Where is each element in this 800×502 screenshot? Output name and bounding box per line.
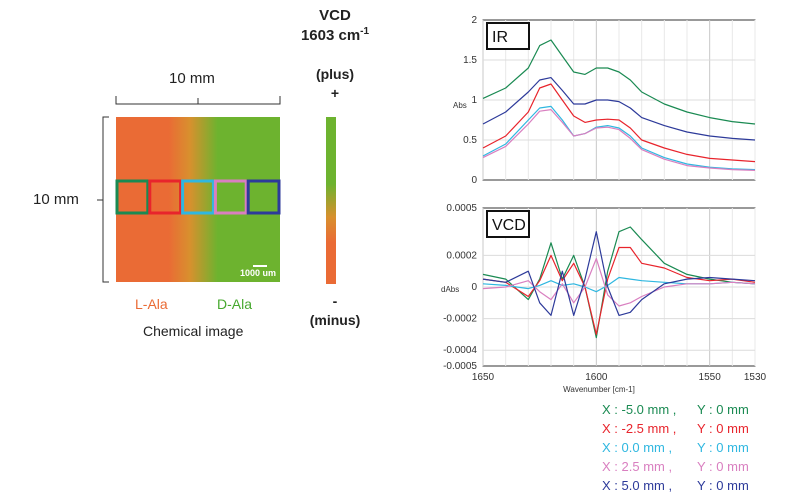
vcd-panel: 0.0005 0.0002 0 -0.0002 -0.0004 -0.0005 dAbs VC… bbox=[441, 203, 756, 372]
x-tick-label: 1550 bbox=[699, 372, 722, 383]
series-line bbox=[482, 258, 756, 307]
series-line bbox=[482, 231, 756, 316]
colorbar-plus-sign: + bbox=[330, 85, 340, 101]
y-tick-label: -0.0002 bbox=[443, 314, 477, 325]
height-bracket bbox=[97, 116, 109, 283]
legend-x: X : 2.5 mm , bbox=[602, 459, 673, 474]
width-bracket bbox=[115, 96, 281, 105]
panel-title-box bbox=[486, 210, 530, 238]
series-line bbox=[482, 77, 756, 141]
x-tick-label: 1650 bbox=[472, 372, 495, 383]
x-axis: 1650 1600 1550 1530 Wavenumber [cm-1] bbox=[472, 372, 767, 394]
roi-box bbox=[246, 179, 281, 215]
vcd-wavenumber-value: 1603 cm bbox=[300, 27, 361, 44]
legend-y: Y : 0 mm bbox=[697, 421, 749, 436]
legend-item: X : 5.0 mm , Y : 0 mm bbox=[602, 478, 749, 493]
panel-title: IR bbox=[492, 29, 508, 46]
y-tick-label: 0.5 bbox=[463, 135, 477, 146]
panel-title-box bbox=[486, 22, 530, 50]
y-axis-label: dAbs bbox=[441, 285, 459, 294]
y-tick-label: 0 bbox=[471, 175, 477, 186]
series-line bbox=[482, 109, 756, 171]
chem-width-label: 10 mm bbox=[169, 70, 215, 87]
l-ala-label: L-Ala bbox=[135, 296, 168, 312]
x-axis-label: Wavenumber [cm-1] bbox=[563, 385, 635, 394]
y-tick-label: 0.0005 bbox=[446, 203, 477, 214]
roi-box bbox=[181, 179, 215, 215]
legend-y: Y : 0 mm bbox=[697, 402, 749, 417]
vcd-title: VCD bbox=[319, 7, 351, 24]
y-tick-label: -0.0004 bbox=[443, 345, 477, 356]
colorbar-minus-sign: - bbox=[332, 293, 338, 309]
y-tick-label: -0.0005 bbox=[443, 361, 477, 372]
chem-caption: Chemical image bbox=[143, 323, 244, 339]
chemical-image bbox=[116, 117, 280, 282]
y-tick-label: 0.0002 bbox=[446, 250, 477, 261]
colorbar-plus-label: (plus) bbox=[315, 66, 355, 82]
y-tick-label: 1 bbox=[471, 95, 477, 106]
legend-x: X : -5.0 mm , bbox=[602, 402, 677, 417]
x-tick-label: 1600 bbox=[585, 372, 608, 383]
vcd-heading: VCD 1603 cm-1 bbox=[260, 7, 410, 44]
roi-box bbox=[115, 179, 150, 215]
legend-y: Y : 0 mm bbox=[697, 440, 749, 455]
chem-height-label: 10 mm bbox=[33, 191, 79, 208]
panel-title: VCD bbox=[492, 217, 526, 234]
ir-panel: 2 1.5 1 0.5 0 Abs IR bbox=[453, 15, 756, 186]
legend-y: Y : 0 mm bbox=[697, 459, 749, 474]
roi-box bbox=[213, 179, 248, 215]
x-tick-label: 1530 bbox=[744, 372, 767, 383]
legend-y: Y : 0 mm bbox=[697, 478, 749, 493]
roi-box bbox=[148, 179, 183, 215]
colorbar-minus-label: (minus) bbox=[309, 312, 361, 328]
y-tick-label: 1.5 bbox=[463, 55, 477, 66]
series-line bbox=[482, 83, 756, 163]
series-line bbox=[482, 39, 756, 125]
legend-x: X : 5.0 mm , bbox=[602, 478, 673, 493]
legend-item: X : 0.0 mm , Y : 0 mm bbox=[602, 440, 749, 455]
series-line bbox=[482, 105, 756, 171]
chem-image-figure: 1000 um bbox=[97, 96, 281, 283]
scale-bar-label: 1000 um bbox=[240, 268, 276, 278]
y-tick-label: 0 bbox=[471, 282, 477, 293]
legend-x: X : -2.5 mm , bbox=[602, 421, 677, 436]
d-ala-label: D-Ala bbox=[217, 296, 253, 312]
colorbar bbox=[326, 117, 336, 284]
legend-item: X : -5.0 mm , Y : 0 mm bbox=[602, 402, 749, 417]
vcd-wavenumber-sup: -1 bbox=[360, 26, 370, 37]
roi-boxes bbox=[115, 179, 281, 215]
legend-item: X : -2.5 mm , Y : 0 mm bbox=[602, 421, 749, 436]
legend-x: X : 0.0 mm , bbox=[602, 440, 673, 455]
legend-item: X : 2.5 mm , Y : 0 mm bbox=[602, 459, 749, 474]
vcd-wavenumber: 1603 cm-1 bbox=[260, 26, 410, 44]
series-line bbox=[482, 246, 756, 335]
y-tick-label: 2 bbox=[471, 15, 477, 26]
y-axis-label: Abs bbox=[453, 101, 467, 110]
